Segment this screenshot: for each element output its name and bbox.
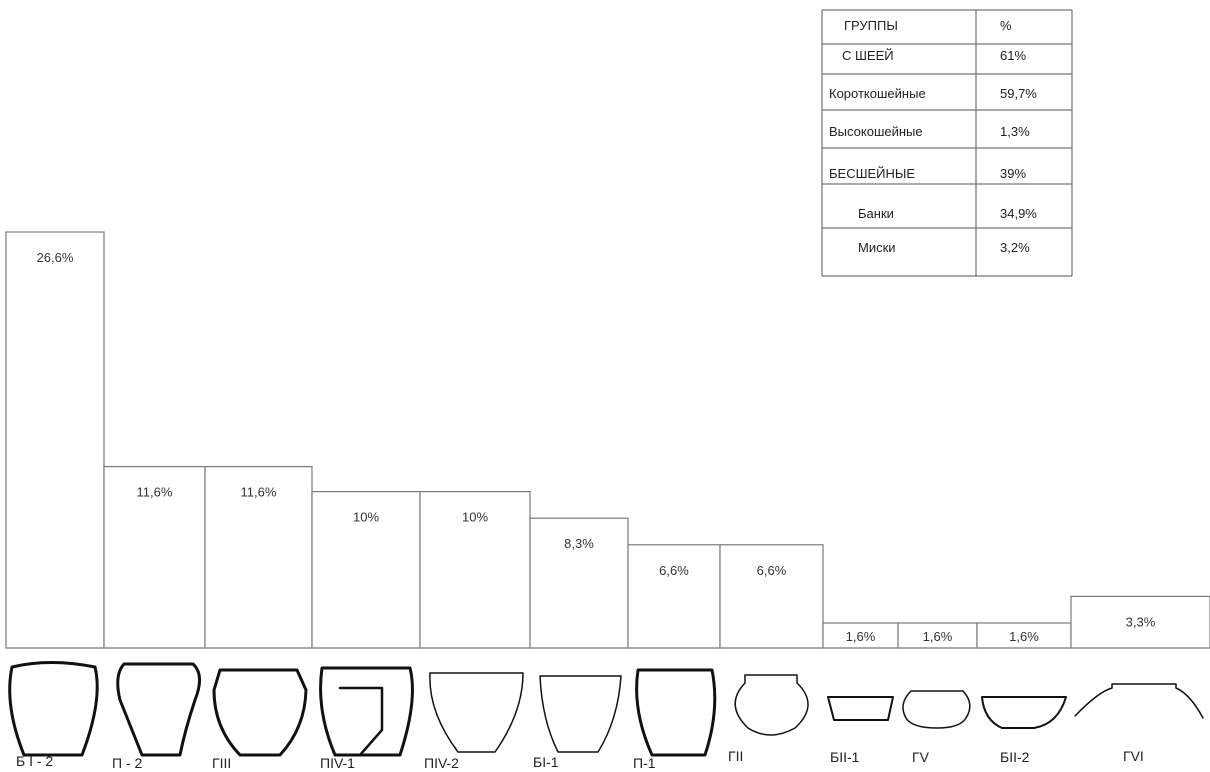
bar-value-label-11: 1,6%: [1009, 629, 1039, 644]
bar-value-label-1: 26,6%: [37, 250, 74, 265]
bar-value-label-9: 1,6%: [846, 629, 876, 644]
bar-1: [5, 231, 105, 649]
bar-5: [419, 491, 531, 649]
bar-2: [103, 465, 206, 649]
table-cell-group-4: БЕСШЕЙНЫЕ: [829, 166, 915, 181]
vessel-profile-1: [8, 661, 99, 757]
vessel-profile-5: [338, 686, 384, 757]
bar-value-label-4: 10%: [353, 510, 379, 525]
type-label-10: ГV: [912, 749, 930, 765]
bar-value-label-3: 11,6%: [241, 485, 277, 500]
table-header-group: ГРУППЫ: [844, 18, 898, 33]
vessel-profile-10: [827, 696, 894, 721]
table-cell-group-5: Банки: [858, 206, 894, 221]
bar-12: [1070, 595, 1210, 649]
type-label-1: Б I - 2: [16, 753, 53, 769]
type-label-9: БII-1: [830, 749, 860, 765]
bar-value-label-2: 11,6%: [137, 485, 173, 500]
type-label-11: БII-2: [1000, 749, 1030, 765]
vessel-profile-6: [429, 672, 524, 753]
bar-value-label-8: 6,6%: [757, 563, 787, 578]
vessel-profile-11: [902, 690, 971, 729]
bar-7: [627, 544, 721, 649]
table-cell-group-2: Короткошейные: [829, 86, 926, 101]
bar-9: [822, 622, 899, 649]
vessel-profile-13: [1074, 683, 1204, 719]
type-label-12: ГVI: [1123, 748, 1144, 764]
type-labels-layer: Б I - 2 П - 2 ГIII ПIV-1 ПIV-2 БI-1 П-1 ГII БII-…: [16, 748, 1144, 771]
type-label-3: ГIII: [212, 755, 231, 771]
table-cell-percent-4: 39%: [1000, 166, 1026, 181]
vessel-profile-7: [539, 675, 622, 753]
table-cell-percent-1: 61%: [1000, 48, 1026, 63]
bar-value-label-10: 1,6%: [923, 629, 953, 644]
vessel-profile-12: [981, 696, 1067, 729]
bar-11: [976, 622, 1072, 649]
type-label-6: БI-1: [533, 754, 559, 770]
bar-6: [529, 517, 629, 649]
vessel-profile-2: [116, 662, 201, 757]
bar-8: [719, 544, 824, 649]
type-label-7: П-1: [633, 755, 656, 771]
bar-value-label-5: 10%: [462, 510, 488, 525]
table-header-percent: %: [1000, 18, 1012, 33]
bar-3: [204, 465, 313, 649]
bar-value-label-12: 3,3%: [1126, 614, 1156, 629]
table-cell-group-1: С ШЕЕЙ: [842, 48, 894, 63]
vessel-profile-3: [212, 668, 308, 757]
bar-4: [311, 491, 421, 649]
vessel-profiles-layer: [8, 661, 1204, 757]
vessel-profile-4: [319, 666, 414, 757]
groups-table: ГРУППЫ % С ШЕЕЙ 61% Короткошейные 59,7% Высоко…: [821, 9, 1073, 277]
vessel-profile-8: [635, 668, 717, 757]
table-cell-percent-6: 3,2%: [1000, 240, 1030, 255]
bar-value-label-7: 6,6%: [659, 563, 689, 578]
table-cell-percent-3: 1,3%: [1000, 124, 1030, 139]
bars-layer: 26,6% 11,6% 11,6% 10% 10% 8,3% 6,6% 6,6% 1,6% 1,6…: [5, 231, 1210, 649]
table-cell-group-6: Миски: [858, 240, 896, 255]
table-cell-percent-5: 34,9%: [1000, 206, 1037, 221]
table-cell-group-3: Высокошейные: [829, 124, 923, 139]
table-cell-percent-2: 59,7%: [1000, 86, 1037, 101]
type-label-4: ПIV-1: [320, 755, 355, 771]
vessel-profile-9: [734, 674, 809, 736]
bar-value-label-6: 8,3%: [564, 536, 594, 551]
type-label-2: П - 2: [112, 755, 143, 771]
type-label-8: ГII: [728, 748, 743, 764]
type-label-5: ПIV-2: [424, 755, 459, 771]
